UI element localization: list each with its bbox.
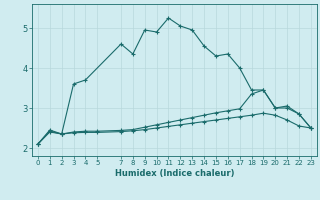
X-axis label: Humidex (Indice chaleur): Humidex (Indice chaleur) (115, 169, 234, 178)
